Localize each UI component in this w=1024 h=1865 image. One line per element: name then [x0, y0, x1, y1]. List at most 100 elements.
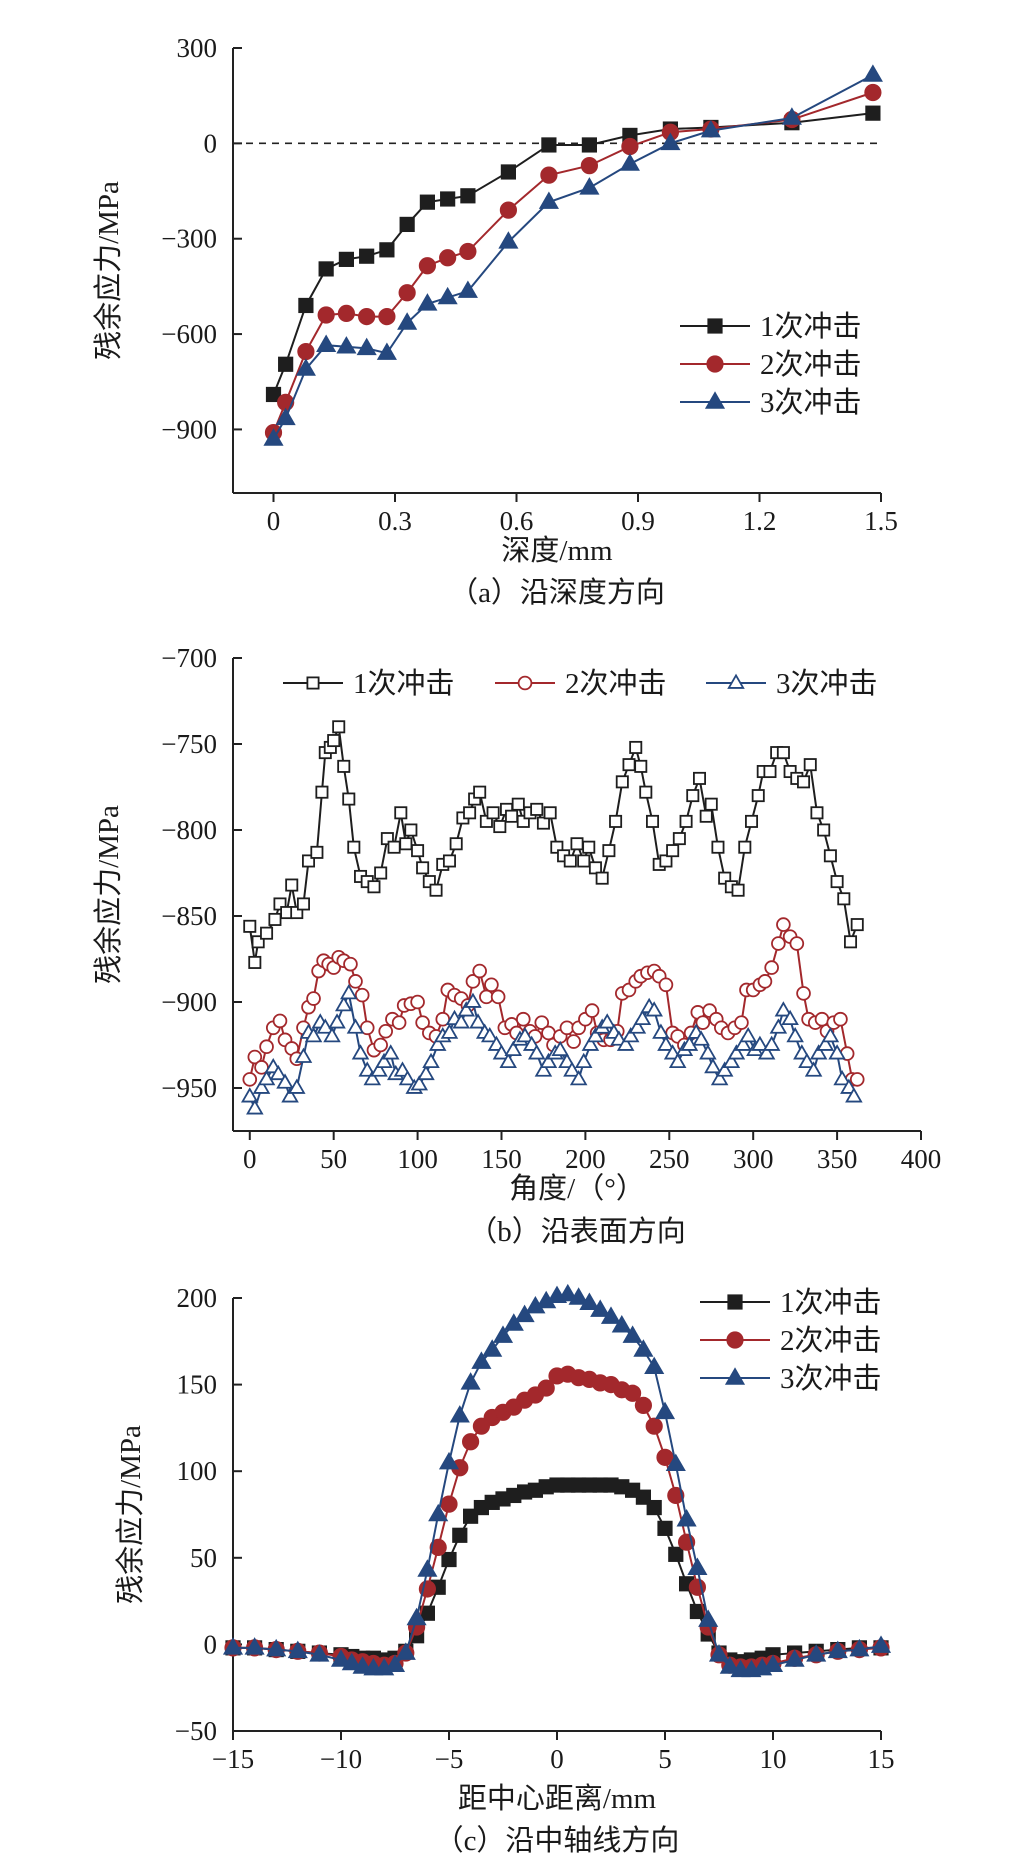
data-point	[680, 1035, 699, 1051]
data-point	[242, 1072, 258, 1087]
data-point	[751, 789, 765, 803]
y-tick-label: −750	[161, 729, 217, 759]
data-point	[452, 1013, 470, 1029]
data-point	[479, 814, 493, 828]
data-point	[821, 1026, 840, 1043]
legend-label: 3次冲击	[776, 667, 878, 700]
data-point	[304, 1026, 323, 1043]
data-point	[757, 1044, 776, 1060]
data-point	[275, 407, 296, 426]
data-point	[781, 107, 802, 125]
y-tick-label: −700	[161, 643, 217, 673]
data-point	[600, 1306, 622, 1324]
data-point	[644, 1356, 665, 1375]
data-point	[378, 1023, 394, 1039]
data-point	[380, 832, 394, 846]
data-point	[442, 854, 456, 868]
data-point	[310, 845, 324, 859]
data-point	[621, 1026, 640, 1043]
legend-label: 1次冲击	[760, 310, 862, 343]
y-tick-label: −50	[175, 1716, 217, 1746]
data-point	[803, 758, 817, 772]
data-point	[704, 797, 718, 811]
data-point	[751, 1035, 769, 1051]
x-tick-label: 100	[397, 1144, 438, 1174]
data-point	[337, 304, 355, 323]
data-point	[516, 1026, 534, 1043]
data-point	[343, 956, 358, 972]
data-point	[776, 917, 791, 932]
data-point	[541, 137, 557, 153]
series-3	[263, 64, 883, 446]
data-point	[276, 1073, 294, 1089]
data-point	[695, 1015, 711, 1030]
data-point	[272, 1013, 288, 1029]
data-point	[538, 191, 559, 209]
data-point	[615, 775, 629, 789]
data-point	[645, 1417, 663, 1435]
data-point	[348, 974, 363, 989]
data-point	[484, 977, 499, 993]
data-point	[734, 1015, 749, 1030]
x-tick-label: 0.3	[378, 506, 412, 536]
data-point	[417, 1064, 435, 1081]
data-point	[334, 996, 353, 1012]
data-point	[347, 840, 361, 854]
legend-marker	[706, 355, 724, 373]
data-point	[438, 1451, 460, 1470]
data-point	[323, 1026, 341, 1043]
data-point	[590, 1299, 611, 1317]
data-point	[416, 861, 430, 875]
x-tick-label: 0	[243, 1144, 257, 1174]
legend-label: 3次冲击	[780, 1362, 882, 1395]
data-point	[539, 1052, 558, 1069]
data-point	[340, 983, 358, 1000]
data-point	[609, 814, 623, 828]
data-point	[849, 1638, 870, 1657]
data-point	[817, 823, 831, 837]
data-point	[628, 1018, 647, 1034]
data-point	[516, 814, 530, 828]
panel-caption: （b）沿表面方向	[468, 1215, 686, 1248]
data-point	[629, 740, 643, 754]
data-point	[796, 986, 811, 1001]
data-point	[327, 734, 341, 748]
data-point	[373, 1037, 388, 1053]
data-point	[514, 1304, 535, 1323]
data-point	[844, 935, 858, 949]
data-point	[499, 201, 517, 219]
data-point	[257, 1069, 276, 1086]
x-tick-label: 50	[320, 1144, 347, 1174]
y-tick-label: 300	[177, 33, 218, 63]
data-point	[296, 897, 310, 911]
data-point	[376, 342, 397, 360]
data-point	[540, 166, 558, 184]
data-point	[588, 861, 602, 875]
data-point	[397, 312, 418, 330]
data-point	[581, 1035, 600, 1051]
data-point	[534, 1061, 553, 1077]
data-point	[659, 854, 673, 868]
data-point	[830, 875, 844, 889]
data-point	[543, 806, 557, 820]
data-point	[429, 1538, 447, 1557]
data-point	[244, 1637, 265, 1655]
data-point	[739, 1026, 757, 1043]
data-point	[660, 132, 681, 151]
data-point	[764, 960, 779, 975]
data-point	[449, 1405, 470, 1423]
data-point	[287, 1078, 306, 1094]
data-point	[309, 1644, 330, 1662]
data-point	[452, 1527, 468, 1543]
data-point	[287, 1640, 308, 1659]
data-point	[569, 1069, 588, 1086]
data-point	[374, 866, 388, 880]
data-point	[692, 771, 706, 785]
data-point	[439, 249, 457, 267]
data-point	[298, 297, 314, 314]
data-point	[611, 1315, 632, 1333]
data-point	[411, 844, 425, 858]
data-point	[574, 1052, 593, 1069]
legend: 1次冲击 2次冲击 3次冲击	[700, 1286, 882, 1395]
data-point	[619, 153, 640, 171]
